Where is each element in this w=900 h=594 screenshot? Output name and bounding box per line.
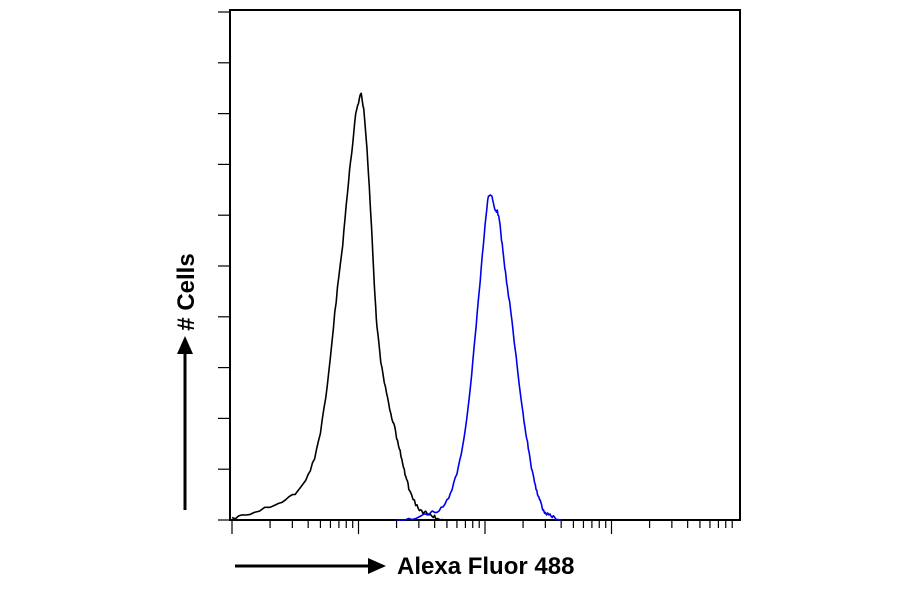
y-axis-label: # Cells [173,253,200,330]
x-axis-ticks [231,520,733,534]
series-line-2 [396,194,562,521]
x-axis-arrow-head [368,558,386,574]
series-line-1 [231,92,447,521]
y-axis-arrow-head [177,336,193,354]
plot-frame [229,9,741,521]
x-axis-label: Alexa Fluor 488 [397,553,574,580]
series-layer [231,92,562,521]
y-axis-ticks [218,11,230,521]
